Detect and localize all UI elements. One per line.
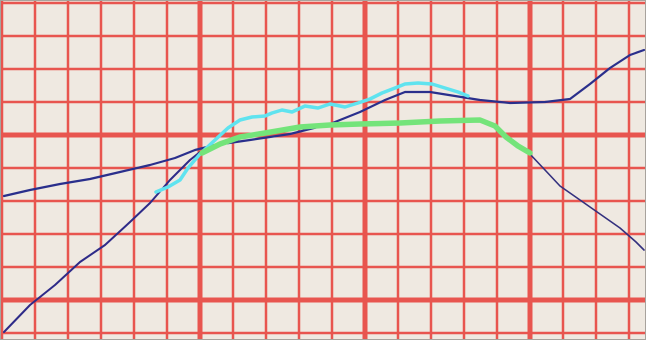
- paper-background: [0, 0, 646, 340]
- page: {} (() => { JSON.parse(document.getEleme…: [0, 0, 646, 340]
- graph-paper-image: [0, 0, 646, 340]
